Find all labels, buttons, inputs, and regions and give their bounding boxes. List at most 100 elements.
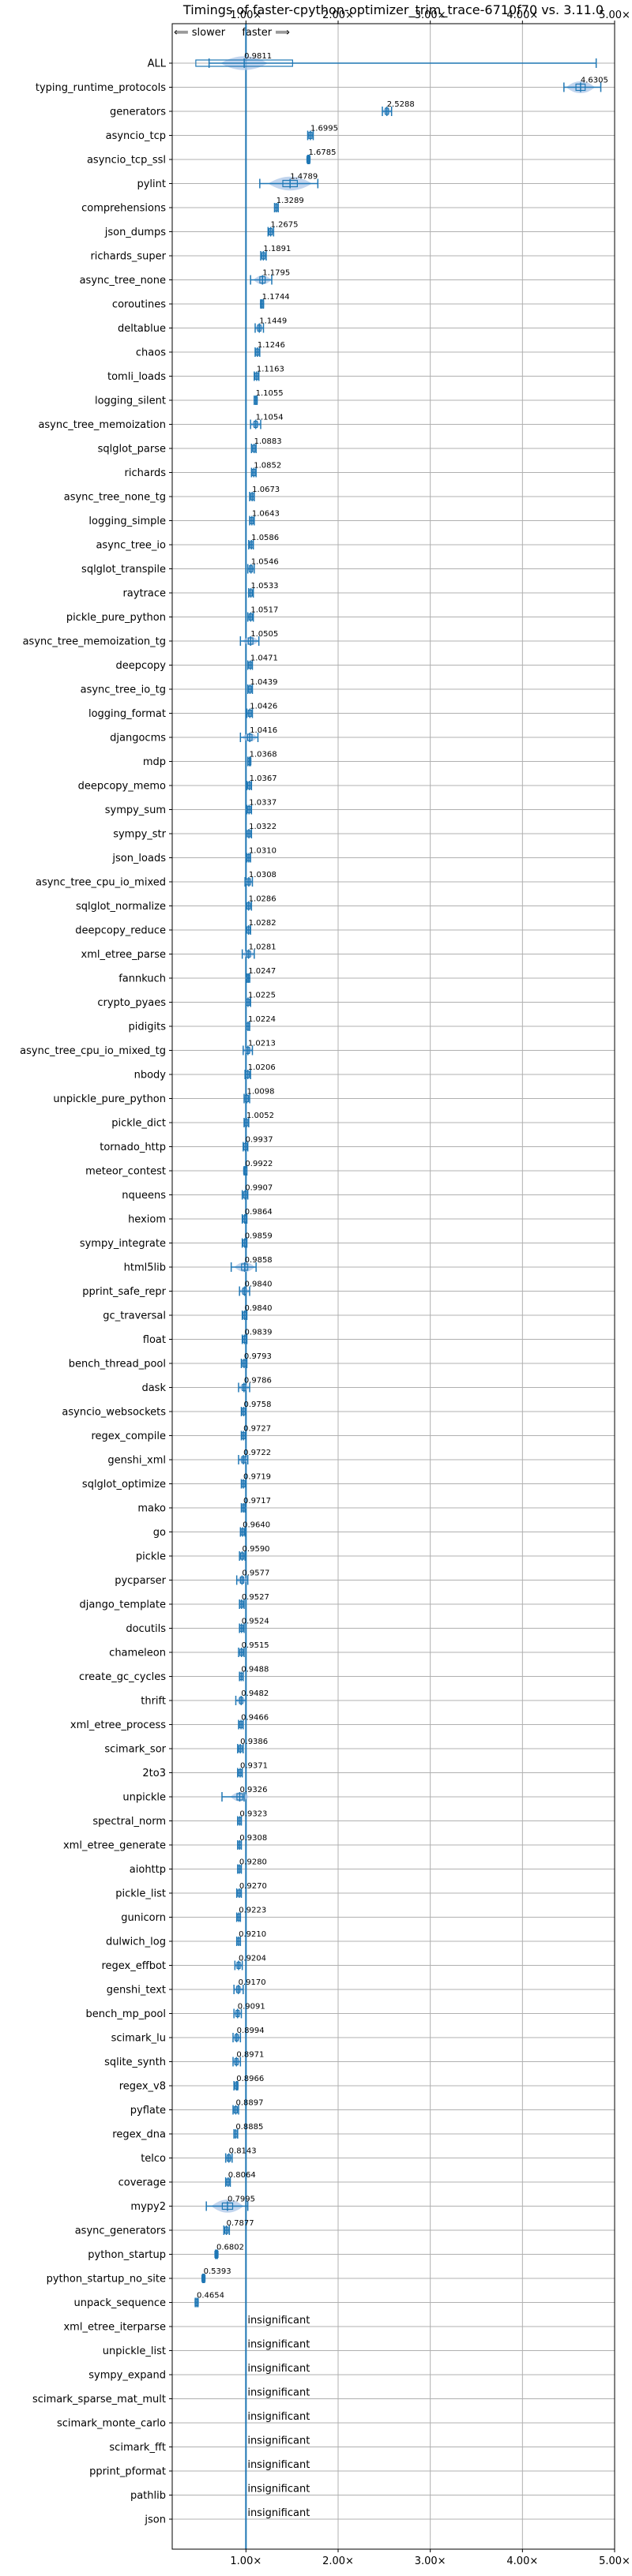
value-label: 0.8897 [235,2099,263,2108]
value-label: 1.0673 [252,486,280,494]
category-label: chaos [136,347,166,359]
category-label: xml_etree_process [70,1719,166,1731]
value-label: 0.9371 [240,1762,268,1771]
category-label: scimark_fft [109,2442,166,2454]
value-label: 0.9091 [238,2003,265,2012]
category-label: mako [137,1503,166,1515]
value-label: 0.9308 [239,1834,267,1843]
category-label: docutils [126,1623,166,1635]
value-label: 0.8885 [235,2123,263,2132]
category-label: asyncio_tcp [106,130,166,142]
category-label: regex_compile [91,1430,166,1442]
value-label: 1.4789 [290,173,318,182]
value-label: 0.9864 [245,1208,273,1217]
value-label: 0.9524 [242,1618,269,1626]
value-label: 1.0224 [248,1015,276,1024]
category-label: regex_effbot [101,1960,166,1972]
category-label: unpickle_pure_python [53,1093,166,1105]
value-label: 0.9839 [244,1329,272,1337]
category-label: pycparser [115,1575,166,1587]
value-label: 1.1055 [256,389,284,398]
category-label: mdp [143,756,166,768]
category-label: unpack_sequence [73,2297,166,2309]
value-label: 1.0308 [249,871,276,879]
x-tick-label-top: 1.00× [230,9,261,21]
category-label: genshi_text [107,1985,166,1997]
category-label: float [143,1334,166,1346]
value-label: 0.9488 [241,1666,269,1674]
value-label: 0.9907 [245,1184,273,1193]
value-label: 0.9719 [243,1473,271,1482]
value-label: 4.6305 [581,77,608,85]
x-tick-label-bottom: 5.00× [599,2555,630,2567]
category-label: crypto_pyaes [97,997,166,1009]
category-label: richards [125,467,167,479]
insignificant-label: insignificant [247,2507,310,2519]
category-label: python_startup_no_site [47,2274,166,2285]
category-label: dask [141,1382,166,1394]
value-label: 1.0883 [254,437,282,446]
category-label: json_loads [111,853,166,864]
value-label: 1.1246 [258,341,285,350]
value-label: 0.9326 [239,1786,267,1794]
value-label: 0.9786 [244,1377,272,1385]
value-label: 1.0367 [250,774,277,783]
x-tick-label-bottom: 4.00× [506,2555,538,2567]
category-label: asyncio_websockets [62,1407,166,1419]
insignificant-label: insignificant [247,2363,310,2375]
category-label: pprint_pformat [89,2466,166,2478]
value-label: 1.0282 [249,919,276,928]
value-label: 0.8971 [236,2051,264,2060]
category-label: sqlglot_transpile [81,564,166,576]
value-label: 1.0310 [249,847,276,856]
category-label: fannkuch [118,973,166,985]
x-tick-label-top: 5.00× [599,9,630,21]
category-label: sympy_sum [105,804,166,816]
value-label: 0.9204 [239,1955,266,1963]
value-label: 1.3289 [276,197,304,205]
value-label: 1.0247 [248,967,276,976]
value-label: 1.0426 [250,703,277,711]
category-label: python_startup [88,2249,166,2261]
value-label: 0.9722 [243,1449,271,1457]
category-label: coverage [118,2177,166,2189]
value-label: 2.5288 [387,100,415,109]
category-label: sqlglot_normalize [76,901,166,913]
insignificant-label: insignificant [247,2459,310,2471]
x-tick-label-top: 4.00× [506,9,538,21]
value-label: 1.2675 [271,221,299,230]
category-label: nbody [134,1070,167,1082]
category-label: create_gc_cycles [79,1671,166,1683]
category-label: djangocms [110,733,166,744]
value-label: 1.1163 [257,366,284,374]
value-label: 1.0517 [250,606,278,615]
value-label: 0.9466 [241,1714,269,1723]
category-label: async_tree_memoization [38,419,166,431]
value-label: 1.0416 [250,726,277,735]
category-label: scimark_monte_carlo [57,2418,166,2430]
category-label: pyflate [130,2105,166,2117]
x-tick-label-top: 2.00× [322,9,354,21]
category-label: json [144,2514,166,2526]
insignificant-label: insignificant [247,2411,310,2423]
value-label: 1.0281 [249,943,276,952]
category-label: sympy_str [113,829,166,841]
x-tick-label-bottom: 2.00× [322,2555,354,2567]
category-label: hexiom [128,1214,166,1226]
value-label: 1.6995 [310,125,338,133]
category-label: async_tree_io [96,540,166,552]
x-tick-label-top: 3.00× [415,9,446,21]
category-label: bench_mp_pool [85,2008,166,2020]
category-label: ALL [148,58,167,70]
category-label: sympy_expand [88,2370,166,2382]
category-label: django_template [80,1599,166,1611]
category-label: deepcopy_memo [78,781,166,793]
value-label: 0.9717 [243,1497,271,1505]
category-label: regex_v8 [119,2081,166,2093]
category-label: spectral_norm [92,1816,166,1828]
value-label: 1.0052 [246,1112,274,1120]
value-label: 0.9840 [244,1304,272,1313]
value-label: 0.4654 [197,2292,224,2300]
category-label: pickle [136,1551,166,1563]
value-label: 1.0206 [248,1063,276,1072]
